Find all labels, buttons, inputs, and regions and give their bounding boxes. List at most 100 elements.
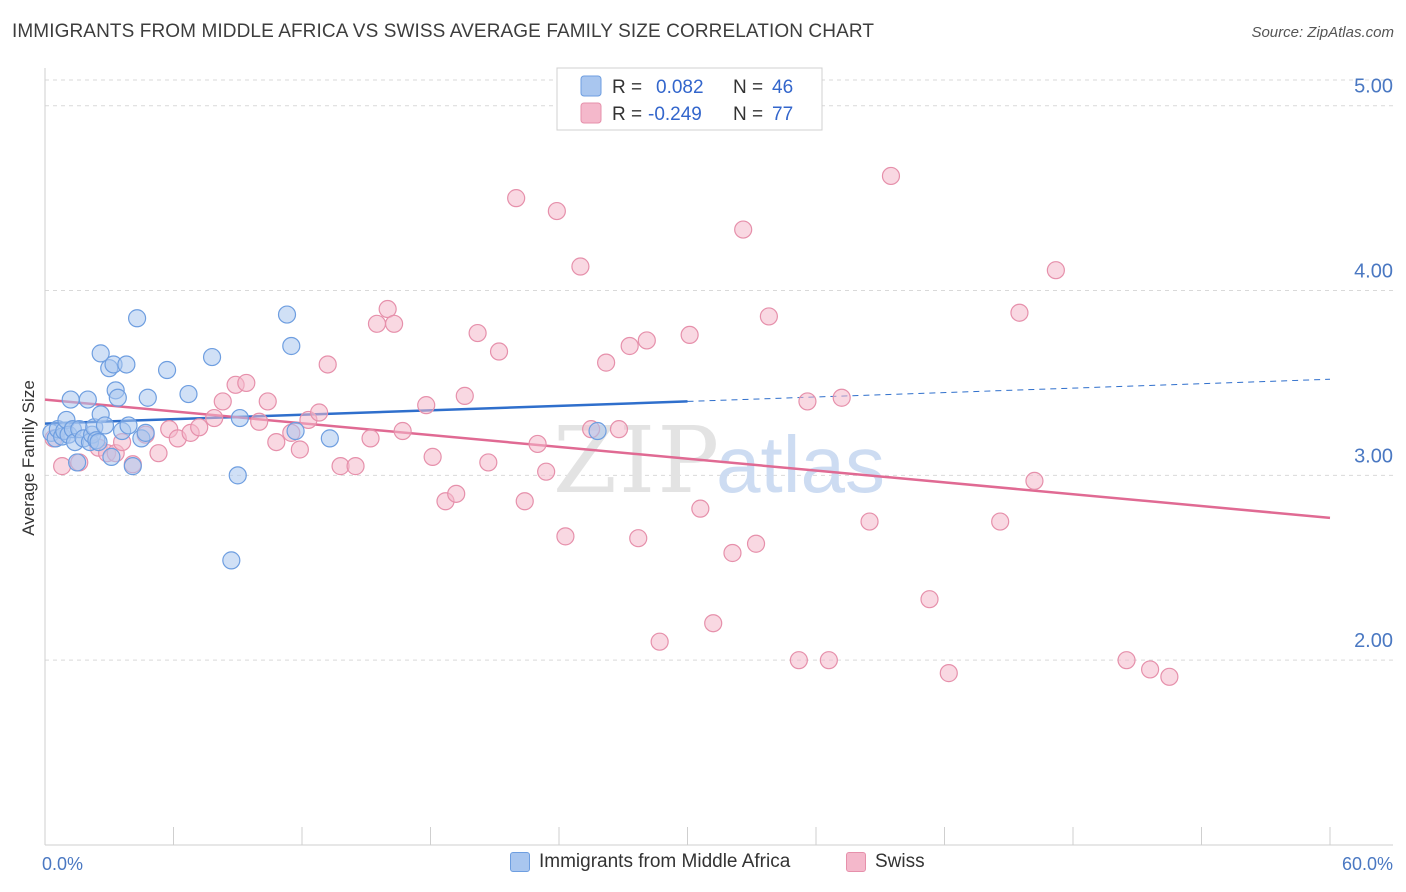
bottom-legend-label-middle-africa: Immigrants from Middle Africa	[539, 851, 791, 872]
point-middle-africa-28	[117, 355, 136, 374]
point-swiss-67	[881, 166, 901, 186]
point-middle-africa-39	[228, 466, 247, 485]
point-middle-africa-40	[230, 408, 249, 428]
point-swiss-40	[489, 342, 509, 361]
point-middle-africa-10	[68, 453, 87, 472]
point-middle-africa-7	[61, 390, 80, 409]
point-middle-africa-41	[277, 305, 297, 324]
point-swiss-53	[637, 331, 656, 350]
point-middle-africa-23	[102, 447, 121, 466]
point-middle-africa-35	[157, 360, 177, 380]
point-swiss-15	[213, 392, 232, 411]
legend-box: R = 0.082 N = 46 R = -0.249 N = 77	[556, 67, 823, 131]
data-points	[42, 166, 1179, 686]
point-swiss-74	[1117, 651, 1136, 670]
point-swiss-59	[734, 220, 753, 239]
point-middle-africa-34	[138, 388, 157, 407]
point-swiss-69	[939, 664, 958, 683]
point-swiss-18	[250, 412, 269, 431]
point-swiss-29	[367, 314, 387, 333]
point-swiss-38	[468, 323, 487, 343]
point-swiss-1	[53, 457, 72, 476]
point-swiss-46	[556, 527, 575, 546]
point-middle-africa-13	[78, 390, 97, 409]
legend-n-value-2: 77	[772, 104, 793, 125]
point-swiss-45	[547, 201, 566, 221]
point-swiss-32	[393, 421, 412, 441]
point-swiss-22	[290, 440, 309, 459]
point-swiss-76	[1160, 667, 1179, 686]
y-tick-label-3: 5.00	[1354, 76, 1393, 98]
legend-n-label-2: N =	[733, 104, 763, 125]
point-swiss-51	[620, 336, 639, 356]
point-swiss-9	[149, 444, 168, 463]
point-swiss-43	[528, 434, 547, 454]
point-swiss-37	[455, 386, 474, 405]
y-tick-label-2: 4.00	[1354, 261, 1393, 283]
point-swiss-65	[832, 388, 851, 407]
bottom-legend-swatch-pink	[846, 852, 866, 872]
point-middle-africa-31	[127, 309, 147, 328]
point-swiss-63	[798, 392, 817, 411]
point-swiss-55	[680, 325, 699, 344]
point-swiss-64	[819, 651, 838, 670]
point-swiss-52	[629, 529, 648, 548]
point-middle-africa-36	[179, 384, 198, 404]
point-middle-africa-20	[91, 344, 110, 363]
y-axis-title: Average Family Size	[19, 380, 38, 536]
legend-n-label-1: N =	[733, 77, 763, 98]
bottom-legend: Immigrants from Middle Africa Swiss	[0, 851, 1406, 879]
point-middle-africa-33	[136, 423, 155, 442]
bottom-legend-item-middle-africa: Immigrants from Middle Africa	[510, 851, 790, 873]
point-swiss-17	[237, 373, 256, 393]
legend-r-label-1: R =	[612, 77, 642, 98]
y-tick-labels: 2.00 3.00 4.00 5.00	[1354, 76, 1393, 652]
bottom-legend-swatch-blue	[510, 852, 530, 872]
point-swiss-50	[609, 420, 629, 439]
point-swiss-60	[746, 534, 766, 553]
legend-swatch-blue	[580, 75, 602, 97]
point-swiss-44	[537, 462, 556, 481]
point-swiss-71	[1010, 303, 1029, 322]
axes	[44, 68, 1393, 846]
chart-title: IMMIGRANTS FROM MIDDLE AFRICA VS SWISS A…	[12, 21, 875, 42]
point-middle-africa-38	[222, 551, 241, 570]
point-swiss-34	[423, 447, 442, 466]
point-middle-africa-42	[282, 336, 301, 356]
bottom-legend-item-swiss: Swiss	[846, 851, 925, 873]
point-swiss-56	[691, 499, 710, 518]
x-tick-label-min: 0.0%	[42, 854, 83, 874]
point-swiss-25	[318, 355, 337, 374]
point-swiss-49	[597, 353, 616, 372]
point-swiss-20	[267, 432, 286, 452]
point-swiss-73	[1046, 261, 1065, 280]
y-tick-label-1: 3.00	[1354, 445, 1393, 467]
x-tick-label-max: 60.0%	[1342, 854, 1393, 874]
point-swiss-70	[991, 512, 1010, 531]
point-middle-africa-43	[286, 421, 305, 441]
point-swiss-75	[1140, 660, 1160, 679]
point-swiss-72	[1025, 471, 1044, 491]
point-swiss-58	[723, 543, 742, 563]
point-swiss-14	[205, 408, 224, 428]
point-middle-africa-37	[202, 347, 222, 367]
point-middle-africa-45	[588, 421, 607, 441]
point-swiss-68	[920, 590, 939, 609]
point-swiss-66	[860, 512, 879, 531]
point-swiss-27	[346, 457, 365, 476]
point-middle-africa-18	[89, 432, 108, 452]
point-swiss-42	[515, 492, 534, 511]
point-swiss-41	[507, 189, 526, 208]
legend-n-value-1: 46	[772, 77, 793, 98]
point-swiss-36	[447, 484, 466, 503]
point-swiss-47	[571, 257, 590, 276]
point-middle-africa-30	[123, 457, 142, 476]
point-swiss-31	[384, 314, 404, 333]
point-swiss-57	[704, 614, 723, 633]
grid-lines	[45, 79, 1393, 661]
point-swiss-24	[310, 403, 329, 422]
legend-r-value-1: 0.082	[656, 77, 704, 98]
point-middle-africa-21	[95, 416, 115, 435]
point-swiss-62	[789, 651, 808, 670]
